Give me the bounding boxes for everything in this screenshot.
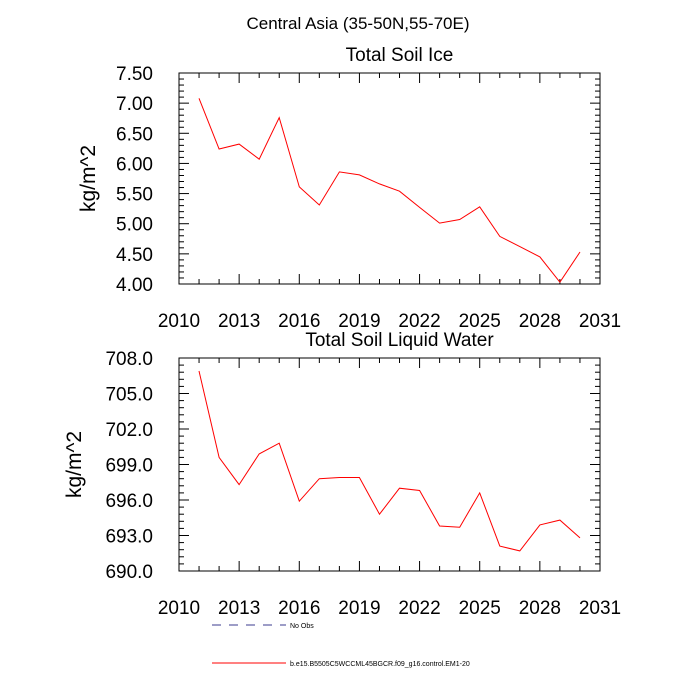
x-tick-label: 2022 [398, 311, 440, 332]
plot-frame-0 [178, 72, 601, 285]
y-tick-label: 699.0 [105, 456, 153, 477]
x-tick-label: 2010 [158, 311, 200, 332]
x-tick-label: 2028 [519, 311, 561, 332]
legend-entry-1: b.e15.B5505C5WCCML45BGCR.f09_g16.control… [212, 661, 470, 668]
x-tick-label: 2031 [579, 598, 621, 619]
y-tick-label: 702.0 [105, 420, 153, 441]
x-tick-label: 2010 [158, 598, 200, 619]
x-tick-label: 2013 [218, 598, 260, 619]
chart-title-1: Total Soil Liquid Water [305, 330, 494, 351]
x-tick-label: 2031 [579, 311, 621, 332]
y-tick-label: 705.0 [105, 385, 153, 406]
x-tick-label: 2028 [519, 598, 561, 619]
legend-entry-0: No Obs [212, 623, 314, 630]
series-line-0 [198, 98, 581, 284]
y-tick-label: 708.0 [105, 349, 153, 370]
chart-panels: Total Soil Ice 2010 2013 2016 2019 2022 2025 20… [63, 45, 621, 619]
y-tick-label: 7.50 [116, 64, 153, 85]
y-tick-label: 4.00 [116, 275, 153, 296]
y-tick-label: 6.00 [116, 154, 153, 175]
plot-frame-1 [178, 357, 601, 572]
x-tick-label: 2025 [459, 598, 501, 619]
x-tick-label: 2022 [398, 598, 440, 619]
chart-title-0: Total Soil Ice [346, 45, 454, 66]
y-tick-label: 693.0 [105, 527, 153, 548]
x-tick-label: 2013 [218, 311, 260, 332]
y-tick-label: 6.50 [116, 124, 153, 145]
chart-panel-1: Total Soil Liquid Water 2010 2013 2016 2019 2… [63, 330, 621, 619]
legend-label: b.e15.B5505C5WCCML45BGCR.f09_g16.control… [290, 661, 470, 668]
y-tick-label: 696.0 [105, 491, 153, 512]
y-tick-label: 5.50 [116, 185, 153, 206]
x-tick-label: 2016 [278, 598, 320, 619]
y-axis-label-0: kg/m^2 [77, 145, 100, 212]
y-tick-label: 4.50 [116, 245, 153, 266]
legend-label: No Obs [290, 623, 314, 630]
legend: No Obs b.e15.B5505C5WCCML45BGCR.f09_g16.c… [212, 623, 470, 668]
x-tick-label: 2019 [338, 311, 380, 332]
chart-panel-0: Total Soil Ice 2010 2013 2016 2019 2022 2025 20… [77, 45, 621, 332]
y-tick-label: 7.00 [116, 94, 153, 115]
y-axis-label-1: kg/m^2 [63, 431, 86, 498]
y-tick-label: 5.00 [116, 215, 153, 236]
x-tick-label: 2025 [459, 311, 501, 332]
series-line-0 [198, 370, 581, 552]
y-tick-label: 690.0 [105, 562, 153, 583]
x-tick-label: 2016 [278, 311, 320, 332]
x-tick-label: 2019 [338, 598, 380, 619]
figure-title: Central Asia (35-50N,55-70E) [246, 14, 469, 33]
